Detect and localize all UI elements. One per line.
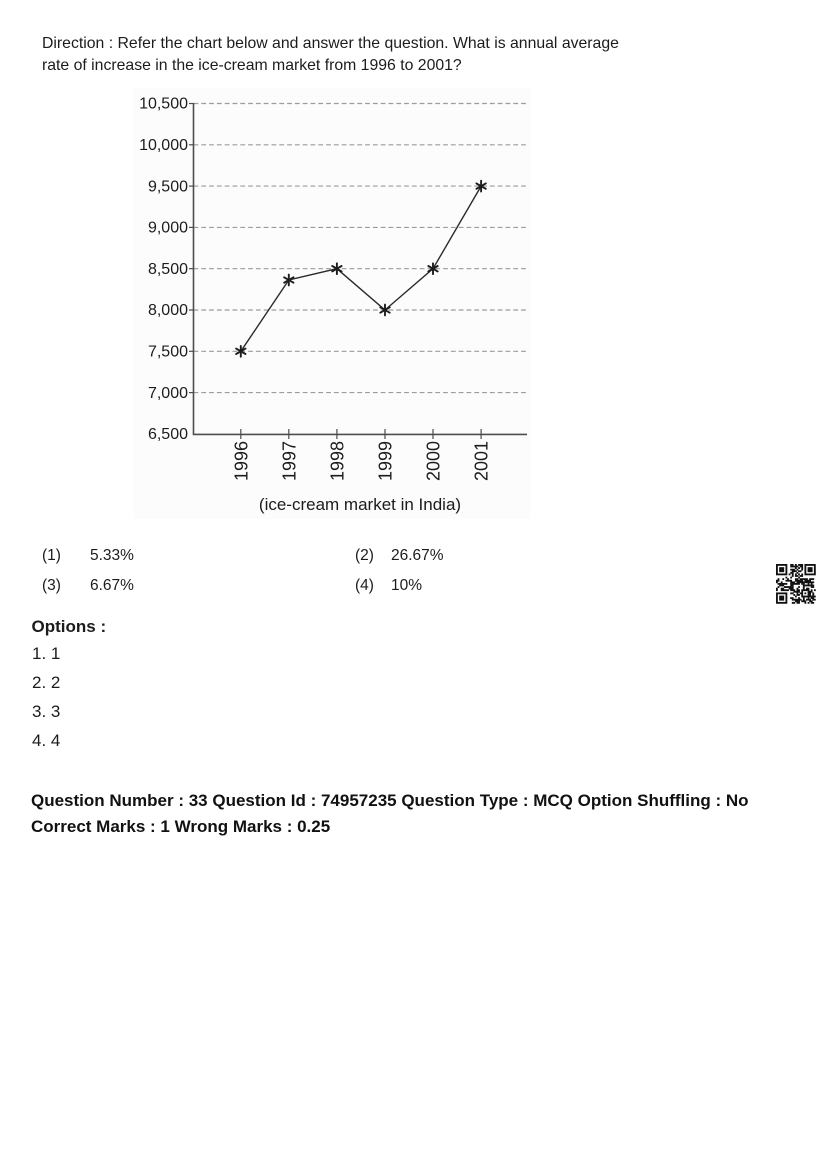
svg-text:1996: 1996 [231, 441, 251, 481]
svg-text:1998: 1998 [328, 441, 348, 481]
svg-text:7,000: 7,000 [148, 385, 188, 402]
svg-text:6,500: 6,500 [148, 426, 188, 443]
svg-text:7,500: 7,500 [148, 344, 188, 361]
svg-text:(ice-cream market in India): (ice-cream market in India) [259, 495, 461, 514]
svg-text:2000: 2000 [424, 441, 444, 481]
svg-text:9,500: 9,500 [148, 178, 188, 195]
svg-text:9,000: 9,000 [148, 220, 188, 237]
svg-text:1997: 1997 [279, 441, 299, 481]
svg-text:10,500: 10,500 [139, 96, 188, 113]
svg-text:8,000: 8,000 [148, 302, 188, 319]
svg-text:1999: 1999 [376, 441, 396, 481]
svg-text:10,000: 10,000 [139, 137, 188, 154]
svg-text:8,500: 8,500 [148, 261, 188, 278]
svg-text:2001: 2001 [472, 441, 492, 481]
